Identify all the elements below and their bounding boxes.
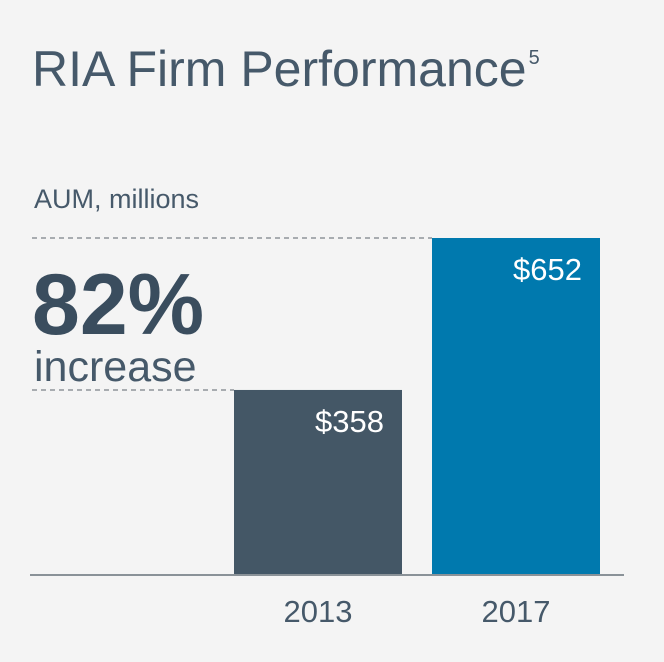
bar-2017: [432, 238, 600, 575]
x-tick-label-2013: 2013: [284, 594, 353, 629]
bar-2013: [234, 389, 402, 575]
x-tick-label-2017: 2017: [482, 594, 551, 629]
data-label-2017: $652: [513, 252, 582, 287]
data-label-2013: $358: [315, 404, 384, 439]
chart-title: RIA Firm Performance 5: [32, 44, 540, 94]
y-axis-unit-label: AUM, millions: [34, 184, 200, 214]
increase-percentage: 82%: [32, 257, 205, 353]
increase-caption: increase: [34, 343, 197, 391]
footnote-marker: 5: [528, 47, 540, 69]
chart-title-text: RIA Firm Performance: [32, 41, 527, 97]
